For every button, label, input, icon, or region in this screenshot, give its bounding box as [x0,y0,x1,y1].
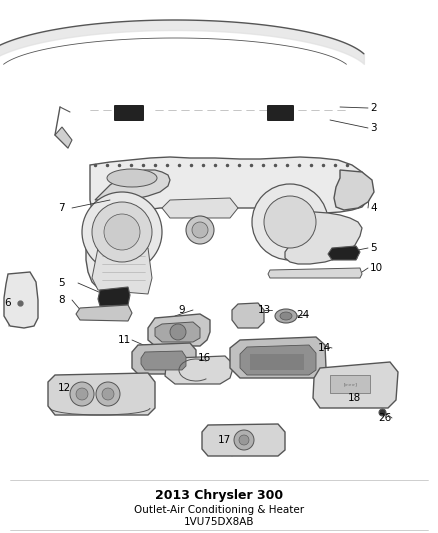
Bar [250,354,304,370]
Text: 13: 13 [258,305,271,315]
Text: [>>>]: [>>>] [343,382,357,386]
Circle shape [239,435,249,445]
Text: 24: 24 [296,310,309,320]
Text: 6: 6 [4,298,11,308]
Text: 9: 9 [178,305,185,315]
Text: 26: 26 [378,413,391,423]
Circle shape [186,216,214,244]
FancyBboxPatch shape [267,105,294,121]
Polygon shape [165,356,234,384]
Circle shape [234,430,254,450]
Polygon shape [155,322,200,342]
Text: 18: 18 [348,393,361,403]
FancyBboxPatch shape [114,105,144,121]
Text: 1VU75DX8AB: 1VU75DX8AB [184,517,254,527]
Polygon shape [48,373,155,415]
Polygon shape [202,424,285,456]
Text: 11: 11 [118,335,131,345]
Polygon shape [232,303,264,328]
Polygon shape [240,345,316,375]
Circle shape [104,214,140,250]
Text: 2: 2 [370,103,377,113]
Polygon shape [76,305,132,321]
Polygon shape [313,362,398,408]
Text: 5: 5 [370,243,377,253]
Ellipse shape [280,312,292,320]
Circle shape [82,192,162,272]
Text: 14: 14 [318,343,331,353]
Circle shape [192,222,208,238]
Text: 4: 4 [370,203,377,213]
Polygon shape [268,268,362,278]
Polygon shape [132,343,196,374]
Polygon shape [285,212,362,264]
Polygon shape [141,351,186,370]
Polygon shape [328,246,360,260]
Text: 8: 8 [58,295,65,305]
Polygon shape [230,337,326,378]
Circle shape [96,382,120,406]
Polygon shape [162,198,238,218]
Ellipse shape [107,169,157,187]
Polygon shape [92,248,152,294]
Text: 3: 3 [370,123,377,133]
Text: 2013 Chrysler 300: 2013 Chrysler 300 [155,489,283,502]
Text: 10: 10 [370,263,383,273]
Circle shape [264,196,316,248]
Circle shape [170,324,186,340]
Circle shape [252,184,328,260]
Polygon shape [334,170,374,210]
Polygon shape [98,287,130,306]
Text: 7: 7 [58,203,65,213]
Circle shape [70,382,94,406]
Text: 16: 16 [198,353,211,363]
Polygon shape [148,314,210,346]
Polygon shape [55,127,72,148]
Circle shape [102,388,114,400]
Polygon shape [86,157,370,294]
Circle shape [92,202,152,262]
Text: Outlet-Air Conditioning & Heater: Outlet-Air Conditioning & Heater [134,505,304,515]
Ellipse shape [275,309,297,323]
Text: 12: 12 [58,383,71,393]
Polygon shape [95,170,170,200]
Polygon shape [4,272,38,328]
Bar [330,375,370,393]
Circle shape [76,388,88,400]
Text: 5: 5 [58,278,65,288]
Text: 17: 17 [218,435,231,445]
